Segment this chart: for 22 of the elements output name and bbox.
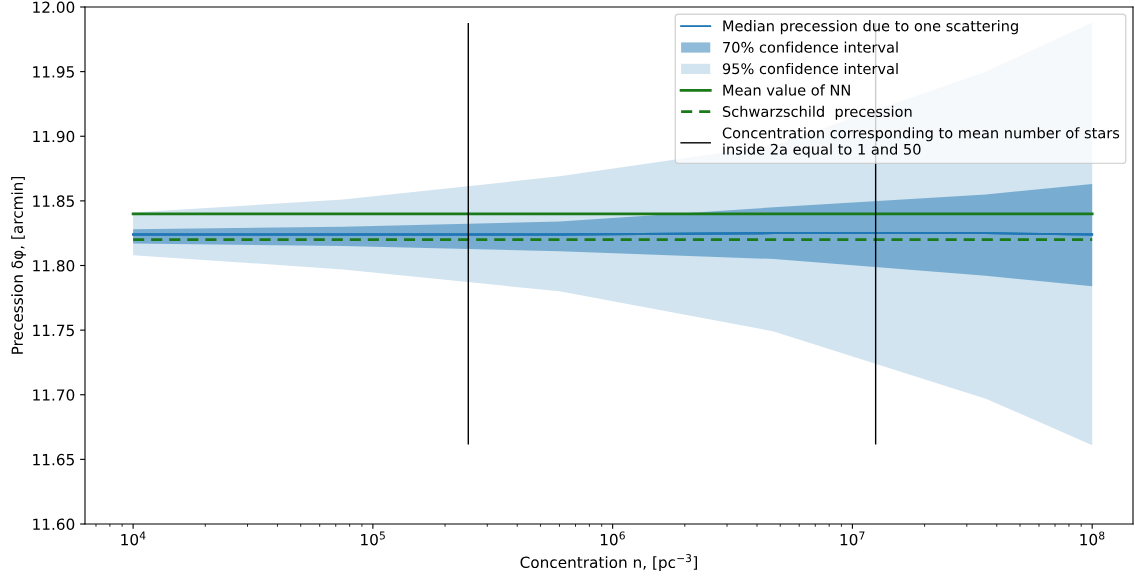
legend-label: 95% confidence interval	[722, 62, 898, 75]
legend-label: Mean value of NN	[723, 84, 850, 96]
x-tick-label: 10$^{4}$	[121, 531, 146, 546]
x-tick-label: 10$^{6}$	[600, 531, 625, 546]
y-tick-label: 11.90	[33, 130, 75, 143]
y-tick-label: 12.00	[33, 1, 75, 14]
y-tick-label: 11.95	[33, 66, 74, 78]
x-tick-label: 10$^{7}$	[840, 531, 865, 546]
x-axis-title: Concentration n, [pc$^{−3}$]	[520, 554, 697, 572]
y-axis-title: Precession δφ, [arcmin]	[11, 176, 26, 354]
legend-label: Median precession due to one scattering	[723, 20, 1018, 35]
y-tick-label: 11.85	[33, 195, 74, 207]
legend-label: 70% confidence interval	[723, 41, 898, 53]
y-tick-label: 11.75	[33, 324, 74, 337]
y-tick-label: 11.70	[33, 389, 75, 401]
x-tick-label: 10$^{8}$	[1080, 531, 1105, 546]
legend-label: Concentration corresponding to mean number of stars inside 2a equal to 1 and 50	[722, 127, 1120, 158]
y-tick-label: 11.65	[33, 453, 74, 466]
x-tick-label: 10$^{5}$	[361, 531, 385, 546]
legend-label: Schwarzschild precession	[722, 105, 912, 120]
y-tick-label: 11.60	[33, 518, 75, 531]
y-tick-label: 11.80	[33, 259, 75, 272]
